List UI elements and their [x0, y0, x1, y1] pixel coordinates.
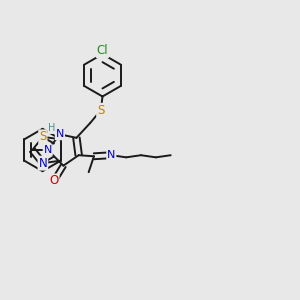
Text: O: O [49, 175, 58, 188]
Text: S: S [97, 104, 104, 117]
Text: N: N [44, 145, 52, 155]
Text: Cl: Cl [97, 44, 108, 57]
Text: N: N [107, 150, 116, 160]
Text: N: N [56, 129, 64, 140]
Text: H: H [48, 124, 56, 134]
Text: N: N [38, 157, 47, 169]
Text: S: S [39, 130, 46, 143]
